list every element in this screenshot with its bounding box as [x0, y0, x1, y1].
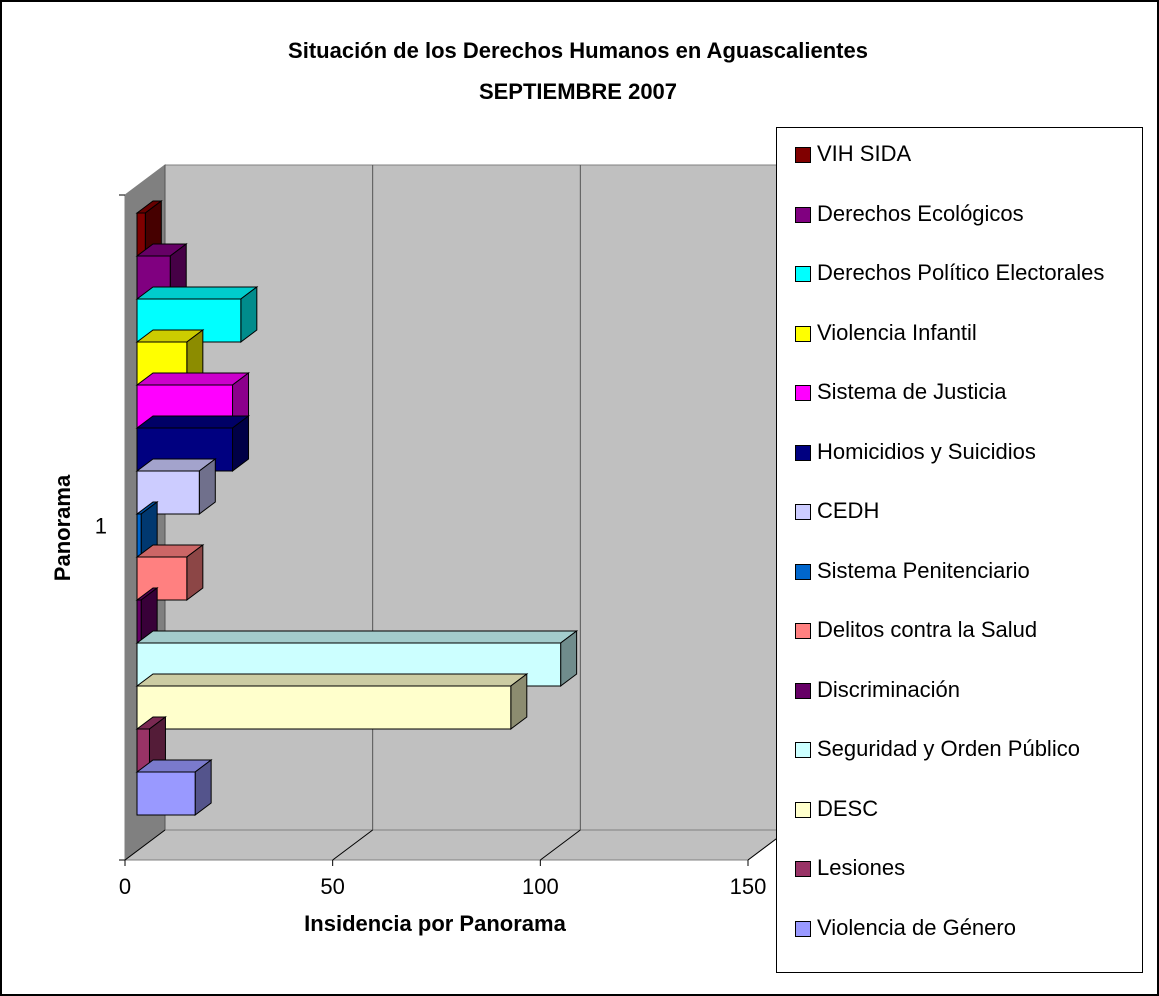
legend-item: Sistema de Justicia — [795, 380, 1135, 404]
legend-label: DESC — [817, 795, 879, 821]
legend-swatch — [795, 682, 811, 699]
bar — [136, 599, 142, 644]
bar — [136, 212, 146, 257]
legend-swatch — [795, 266, 811, 282]
legend-item: Derechos Político Electorales — [795, 261, 1135, 285]
legend-item: CEDH — [795, 499, 1135, 523]
floor — [123, 829, 790, 861]
legend-swatch — [795, 504, 811, 520]
chart-title: Situación de los Derechos Humanos en Agu… — [288, 38, 868, 63]
legend-item: Delitos contra la Salud — [795, 618, 1135, 642]
x-tick-label: 100 — [522, 874, 559, 899]
legend-label: Violencia Infantil — [817, 319, 977, 345]
legend: VIH SIDA Derechos Ecológicos Derechos Polí… — [776, 127, 1143, 973]
legend-item: Derechos Ecológicos — [795, 200, 1135, 226]
legend-item: VIH SIDA — [795, 142, 1135, 166]
y-axis-label: Panorama — [50, 474, 75, 581]
back-wall — [164, 164, 789, 831]
legend-swatch — [795, 623, 811, 639]
legend-swatch — [795, 742, 811, 758]
x-tick-label: 150 — [730, 874, 767, 899]
legend-label: Sistema de Justicia — [817, 379, 1007, 404]
bar-top — [135, 286, 259, 300]
legend-item: Violencia Infantil — [795, 319, 1135, 345]
bar — [136, 556, 188, 601]
legend-label: Violencia de Género — [817, 914, 1016, 940]
chart-subtitle: SEPTIEMBRE 2007 — [479, 79, 677, 104]
legend-swatch — [795, 801, 811, 818]
legend-swatch — [795, 385, 811, 401]
legend-label: CEDH — [817, 498, 880, 523]
legend-item: DESC — [795, 795, 1135, 821]
legend-swatch — [795, 325, 811, 342]
legend-item: Discriminación — [795, 676, 1135, 702]
legend-label: Derechos Político Electorales — [817, 260, 1105, 285]
legend-label: VIH SIDA — [817, 141, 912, 166]
grid-line — [332, 829, 373, 861]
bar — [136, 685, 512, 730]
legend-label: Derechos Ecológicos — [817, 200, 1024, 226]
x-tick-label: 50 — [320, 874, 344, 899]
legend-swatch — [795, 147, 811, 163]
x-tick-label: 0 — [119, 874, 131, 899]
bar-top — [135, 372, 251, 386]
grid-line — [540, 829, 581, 861]
legend-item: Homicidios y Suicidios — [795, 438, 1135, 464]
bar — [136, 771, 196, 816]
legend-label: Discriminación — [817, 676, 961, 702]
x-axis-label: Insidencia por Panorama — [304, 911, 566, 936]
y-tick-label: 1 — [95, 513, 107, 538]
legend-item: Lesiones — [795, 856, 1135, 880]
bar — [136, 513, 142, 558]
legend-label: Seguridad y Orden Público — [817, 736, 1080, 761]
legend-swatch — [795, 563, 811, 580]
legend-label: Delitos contra la Salud — [817, 617, 1038, 642]
legend-swatch — [795, 861, 811, 877]
legend-swatch — [795, 444, 811, 461]
bar-top — [135, 415, 251, 429]
legend-label: Lesiones — [817, 855, 906, 880]
legend-item: Sistema Penitenciario — [795, 557, 1135, 583]
legend-label: Sistema Penitenciario — [817, 557, 1030, 583]
legend-item: Seguridad y Orden Público — [795, 737, 1135, 761]
legend-label: Homicidios y Suicidios — [817, 438, 1036, 464]
legend-swatch — [795, 206, 811, 223]
legend-swatch — [795, 920, 811, 937]
legend-item: Violencia de Género — [795, 914, 1135, 940]
bar-top — [135, 673, 529, 687]
grid-line — [124, 829, 166, 861]
bar-top — [135, 630, 579, 644]
